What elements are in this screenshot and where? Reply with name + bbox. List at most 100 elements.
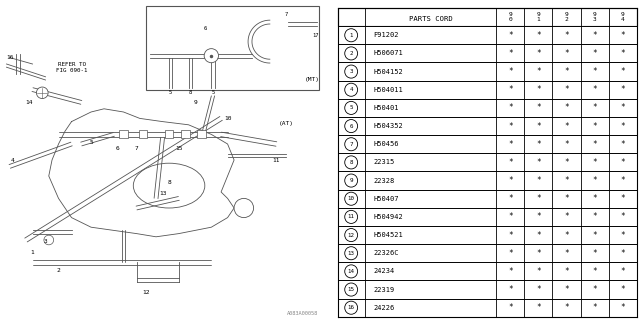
Text: *: * (564, 230, 569, 240)
FancyBboxPatch shape (338, 153, 637, 172)
Text: *: * (593, 303, 597, 312)
Text: *: * (593, 67, 597, 76)
Text: *: * (564, 212, 569, 221)
Text: 11: 11 (348, 214, 355, 220)
Text: *: * (536, 267, 541, 276)
Text: *: * (620, 49, 625, 58)
Text: 14: 14 (348, 269, 355, 274)
FancyBboxPatch shape (338, 99, 637, 117)
Text: *: * (536, 249, 541, 258)
Text: *: * (508, 230, 513, 240)
Text: H50401: H50401 (374, 105, 399, 111)
Text: *: * (508, 285, 513, 294)
Text: *: * (620, 230, 625, 240)
Text: *: * (536, 230, 541, 240)
Text: *: * (593, 158, 597, 167)
Text: 6: 6 (115, 146, 119, 151)
FancyBboxPatch shape (338, 117, 637, 135)
FancyBboxPatch shape (181, 130, 189, 138)
Text: H504352: H504352 (374, 123, 403, 129)
FancyBboxPatch shape (119, 130, 128, 138)
Circle shape (36, 87, 48, 99)
Text: H504521: H504521 (374, 232, 403, 238)
FancyBboxPatch shape (197, 130, 206, 138)
Text: H50456: H50456 (374, 141, 399, 147)
Text: *: * (564, 194, 569, 203)
Text: PARTS CORD: PARTS CORD (408, 16, 452, 22)
Circle shape (234, 198, 253, 218)
Text: *: * (593, 140, 597, 149)
Text: 7: 7 (134, 146, 138, 151)
Text: *: * (536, 122, 541, 131)
Text: *: * (620, 67, 625, 76)
Text: 22319: 22319 (374, 286, 395, 292)
Text: 1: 1 (31, 250, 35, 255)
Text: *: * (593, 176, 597, 185)
Text: *: * (620, 103, 625, 112)
Text: *: * (593, 230, 597, 240)
Text: *: * (564, 67, 569, 76)
Text: *: * (508, 49, 513, 58)
Text: H504942: H504942 (374, 214, 403, 220)
FancyBboxPatch shape (338, 172, 637, 190)
Text: *: * (564, 122, 569, 131)
Text: 8: 8 (167, 180, 171, 185)
Text: *: * (593, 267, 597, 276)
Text: *: * (536, 176, 541, 185)
FancyBboxPatch shape (338, 135, 637, 153)
FancyBboxPatch shape (338, 44, 637, 62)
Text: *: * (508, 194, 513, 203)
FancyBboxPatch shape (338, 8, 637, 26)
FancyBboxPatch shape (338, 299, 637, 317)
Text: *: * (536, 140, 541, 149)
FancyBboxPatch shape (338, 62, 637, 81)
Text: *: * (536, 194, 541, 203)
Text: *: * (564, 285, 569, 294)
Text: 5: 5 (169, 90, 172, 95)
Text: *: * (508, 140, 513, 149)
Text: *: * (536, 85, 541, 94)
FancyBboxPatch shape (338, 262, 637, 280)
Text: *: * (620, 249, 625, 258)
Text: *: * (536, 49, 541, 58)
Text: 22315: 22315 (374, 159, 395, 165)
Text: *: * (620, 267, 625, 276)
Text: (MT): (MT) (305, 77, 319, 83)
Circle shape (204, 49, 218, 63)
Text: *: * (564, 249, 569, 258)
Text: A083A00058: A083A00058 (287, 311, 319, 316)
Text: *: * (536, 103, 541, 112)
Text: *: * (593, 85, 597, 94)
Text: *: * (508, 103, 513, 112)
Text: *: * (593, 31, 597, 40)
Text: 3: 3 (44, 239, 47, 244)
Text: 5: 5 (211, 90, 214, 95)
Text: H504011: H504011 (374, 87, 403, 93)
Text: 2: 2 (349, 51, 353, 56)
Text: *: * (620, 122, 625, 131)
Text: *: * (508, 67, 513, 76)
Text: *: * (508, 176, 513, 185)
Text: 24226: 24226 (374, 305, 395, 311)
Text: 14: 14 (26, 100, 33, 105)
Text: 12: 12 (143, 290, 150, 295)
Text: 2: 2 (57, 268, 60, 273)
Text: 6: 6 (204, 26, 207, 31)
Text: 4: 4 (349, 87, 353, 92)
FancyBboxPatch shape (338, 280, 637, 299)
Text: 7: 7 (349, 142, 353, 147)
Text: 10: 10 (348, 196, 355, 201)
Text: 11: 11 (273, 157, 280, 163)
FancyBboxPatch shape (338, 81, 637, 99)
Text: *: * (564, 303, 569, 312)
FancyBboxPatch shape (338, 208, 637, 226)
Text: *: * (620, 31, 625, 40)
Text: *: * (593, 122, 597, 131)
Text: 9: 9 (193, 100, 197, 105)
Text: 3: 3 (349, 69, 353, 74)
Text: (AT): (AT) (278, 121, 294, 126)
Text: *: * (593, 285, 597, 294)
Text: *: * (564, 267, 569, 276)
Text: *: * (564, 49, 569, 58)
Text: 1: 1 (349, 33, 353, 38)
